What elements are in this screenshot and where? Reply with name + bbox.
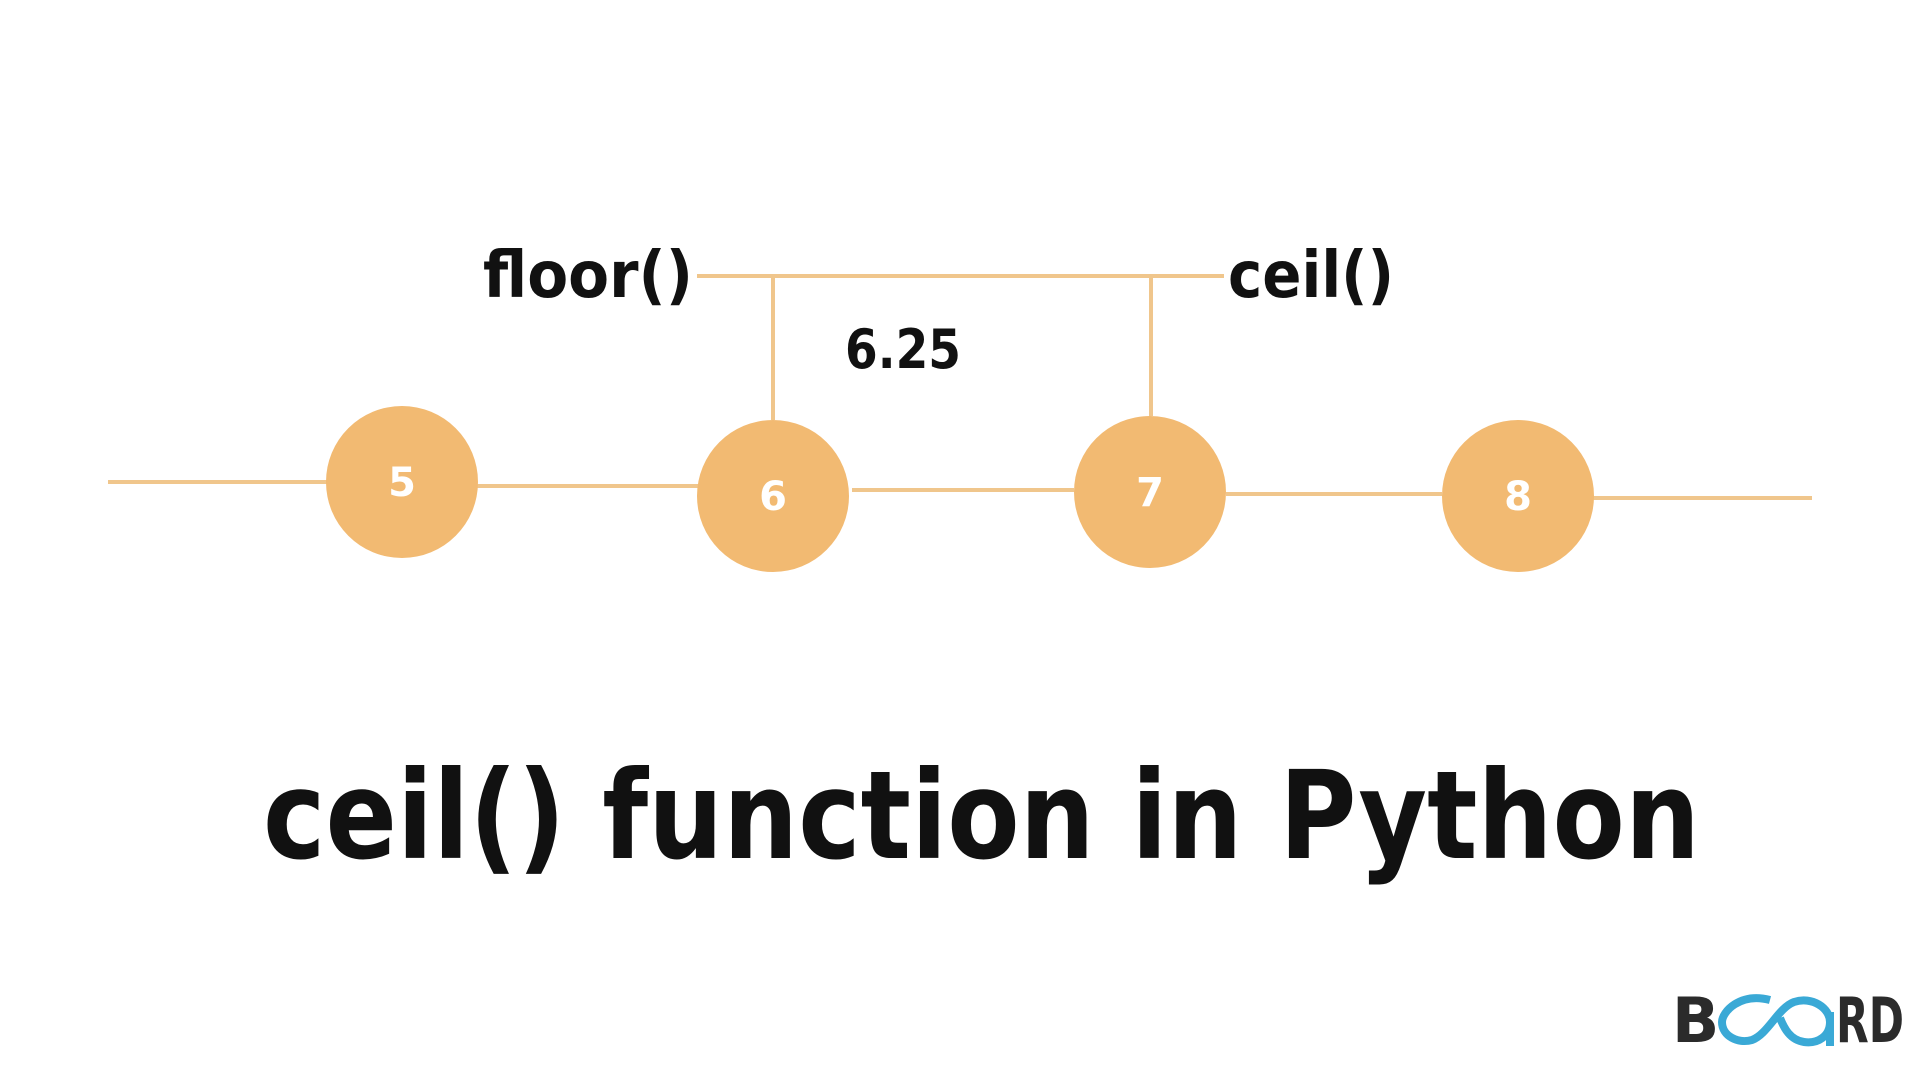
node-5: 5 <box>326 406 478 558</box>
node-label: 8 <box>1504 474 1532 520</box>
node-label: 5 <box>388 460 416 506</box>
node-8: 8 <box>1442 420 1594 572</box>
board-logo: B RD <box>1672 984 1904 1057</box>
node-label: 7 <box>1136 470 1164 516</box>
infinity-icon <box>1717 994 1835 1047</box>
ceil-label: ceil() <box>1228 239 1394 313</box>
value-label: 6.25 <box>845 318 961 381</box>
node-7: 7 <box>1074 416 1226 568</box>
node-6: 6 <box>697 420 849 572</box>
floor-label: floor() <box>483 239 693 313</box>
logo-letters-rd: RD <box>1836 984 1904 1057</box>
page-title: ceil() function in Python <box>263 745 1700 887</box>
logo-letter-b: B <box>1672 984 1719 1057</box>
node-label: 6 <box>759 474 787 520</box>
